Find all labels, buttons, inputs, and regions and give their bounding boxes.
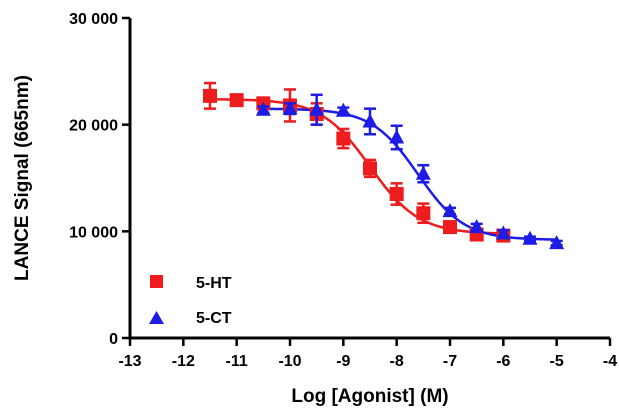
legend-label-5-ct: 5-CT	[196, 310, 232, 327]
fit-curve-5-ht	[209, 98, 504, 235]
axes	[128, 18, 610, 340]
data-point-5-ct	[415, 165, 431, 180]
data-point-5-ct	[442, 203, 458, 218]
data-point-5-ct	[522, 230, 538, 245]
legend-marker-5-ht	[150, 275, 163, 288]
x-tick-label: -9	[336, 353, 350, 370]
legend-marker-5-ct	[149, 311, 164, 324]
data-point-5-ct	[282, 100, 298, 115]
y-tick-label: 20 000	[69, 118, 118, 135]
x-tick-label: -6	[496, 353, 510, 370]
data-point-5-ct	[495, 225, 511, 240]
data-point-5-ht	[336, 131, 351, 146]
x-tick-label: -12	[172, 353, 195, 370]
y-ticks: 0 10 000 20 000 30 000	[69, 11, 130, 348]
legend-label-5-ht: 5-HT	[196, 275, 232, 292]
data-point-5-ct	[549, 235, 565, 250]
x-tick-label: -8	[390, 353, 404, 370]
y-tick-label: 0	[109, 331, 118, 348]
data-point-5-ct	[389, 129, 405, 144]
data-point-5-ct	[335, 102, 351, 117]
legend: 5-HT 5-CT	[149, 275, 232, 327]
y-tick-label: 30 000	[69, 11, 118, 28]
x-tick-label: -13	[118, 353, 141, 370]
x-axis-title: Log [Agonist] (M)	[291, 386, 448, 407]
data-point-5-ht	[389, 187, 404, 201]
data-points	[203, 81, 565, 250]
y-tick-label: 10 000	[69, 224, 118, 241]
data-point-5-ht	[443, 220, 457, 235]
y-axis-title: LANCE Signal (665nm)	[12, 75, 33, 281]
data-point-5-ht	[416, 206, 431, 221]
x-tick-label: -10	[278, 353, 301, 370]
x-ticks: -13 -12 -11 -10 -9 -8 -7 -6 -5 -4	[118, 338, 617, 370]
data-point-5-ht	[363, 161, 377, 176]
data-point-5-ct	[309, 101, 325, 116]
data-point-5-ct	[255, 101, 271, 116]
x-tick-label: -4	[603, 353, 617, 370]
data-point-5-ct	[362, 113, 378, 128]
data-point-5-ht	[229, 93, 244, 108]
data-point-5-ht	[203, 88, 217, 103]
data-point-5-ct	[469, 219, 485, 234]
fit-curve-5-ct	[263, 107, 557, 241]
x-tick-label: -5	[550, 353, 564, 370]
fit-curves	[209, 98, 557, 241]
x-tick-label: -7	[443, 353, 457, 370]
x-tick-label: -11	[226, 353, 248, 370]
